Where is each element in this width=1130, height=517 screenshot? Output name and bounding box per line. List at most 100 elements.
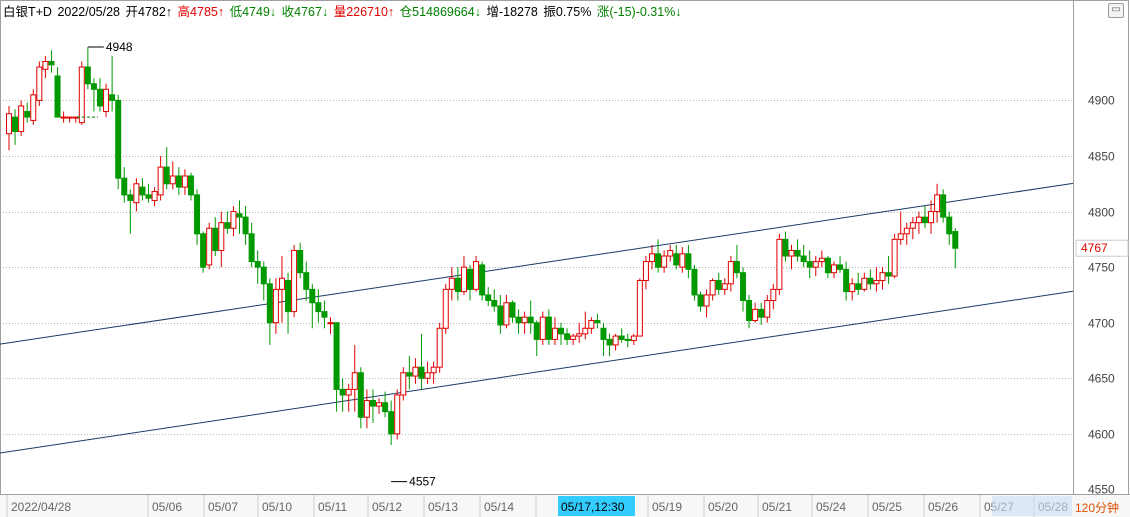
candle-body (897, 233, 904, 240)
candle (533, 320, 540, 357)
candle-body (30, 94, 37, 121)
channel-line-upper (0, 182, 1074, 345)
candle (394, 389, 401, 440)
candle (545, 309, 552, 345)
candle-body (679, 253, 686, 268)
candle-body (467, 268, 474, 290)
cursor-time-box (558, 496, 635, 516)
candle-body (582, 327, 589, 335)
candle-body (849, 283, 856, 293)
candle-body (624, 338, 631, 342)
candle (90, 78, 97, 112)
candle (843, 261, 850, 301)
candle (479, 261, 486, 301)
candle-body (187, 175, 194, 196)
candle (721, 278, 728, 295)
candle-body (479, 264, 486, 296)
candle-body (248, 233, 255, 263)
candle-body (194, 194, 201, 235)
candle (667, 244, 674, 262)
candle (36, 61, 43, 106)
candle (630, 333, 637, 345)
candle-body (303, 272, 310, 290)
candle-body (181, 175, 188, 188)
candle (418, 333, 425, 390)
candle (96, 78, 103, 112)
candle (509, 300, 516, 323)
candle-body (151, 191, 158, 201)
candle-body (115, 99, 122, 179)
settings-icon[interactable]: ▭ (1108, 3, 1124, 18)
candle-body (721, 283, 728, 290)
candle-body (746, 299, 753, 321)
candle (497, 294, 504, 334)
candle (333, 322, 340, 412)
candle (78, 61, 85, 125)
candle (442, 283, 449, 334)
x-tick-label: 05/13 (428, 500, 458, 514)
candle (648, 244, 655, 270)
candle-body (521, 316, 528, 324)
candle (18, 100, 25, 136)
candle-body (861, 277, 868, 290)
candle-body (48, 60, 55, 66)
candle (733, 244, 740, 279)
candle (339, 378, 346, 412)
y-tick-label: 4900 (1088, 94, 1115, 108)
candle (103, 83, 110, 118)
candle (570, 333, 577, 345)
candle-body (18, 105, 25, 133)
candle (861, 272, 868, 292)
candle (685, 244, 692, 279)
candle-body (618, 335, 625, 340)
channel-line-lower (0, 290, 1074, 454)
y-tick-label: 4700 (1088, 317, 1115, 331)
candle-body (66, 116, 73, 119)
candle-body (539, 316, 546, 340)
candle (776, 233, 783, 295)
candle (946, 211, 953, 245)
candle-body (612, 335, 619, 346)
candle (636, 278, 643, 337)
candle (303, 261, 310, 301)
candle-body (867, 277, 874, 285)
candle-body (485, 294, 492, 301)
candle-body (272, 288, 279, 324)
candle-body (709, 279, 716, 296)
candle (867, 269, 874, 290)
candle-body (236, 213, 243, 218)
candle (357, 367, 364, 429)
candle-body (139, 186, 146, 196)
candle-body (109, 94, 116, 101)
candle-body (309, 288, 316, 304)
candle (770, 283, 777, 310)
candle (297, 242, 304, 279)
candle (830, 261, 837, 279)
candle (527, 300, 534, 334)
candle (66, 116, 73, 123)
candle (655, 239, 662, 273)
candle (879, 267, 886, 290)
x-tick-label: 05/26 (928, 500, 958, 514)
candle (351, 344, 358, 412)
candle (564, 328, 571, 345)
candle (175, 167, 182, 195)
candle (618, 328, 625, 343)
candle (849, 278, 856, 301)
candle-body (376, 402, 383, 407)
candle-body (903, 227, 910, 235)
candle-body (121, 177, 128, 196)
quote-header: 白银T+D 2022/05/28 开4782↑ 高4785↑ 低4749↓ 收4… (3, 3, 684, 21)
candle (582, 311, 589, 340)
candle (30, 89, 37, 125)
candle-body (630, 335, 637, 342)
candle-body (412, 366, 419, 377)
candle-body (96, 88, 103, 107)
candle-body (406, 372, 413, 377)
candle-body (946, 216, 953, 235)
candle-body (830, 264, 837, 274)
last-price-box (1075, 239, 1129, 257)
candle (454, 267, 461, 301)
candle-body (12, 116, 19, 133)
